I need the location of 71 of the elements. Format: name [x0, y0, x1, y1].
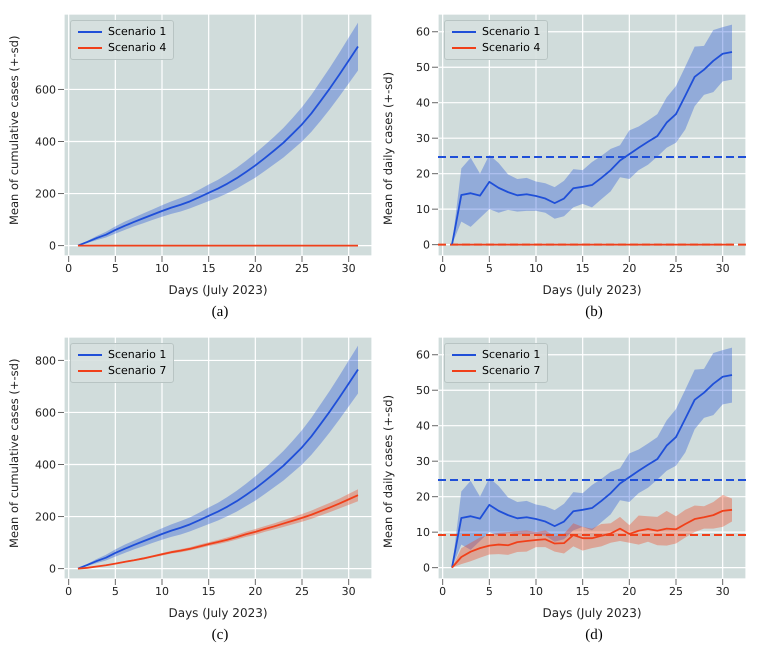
legend-label: Scenario 4	[482, 40, 540, 56]
y-axis-title: Mean of daily cases (+-sd)	[381, 72, 396, 225]
legend-label: Scenario 1	[482, 24, 540, 40]
y-tick-label: 60	[416, 348, 430, 362]
y-tick-label: 0	[49, 562, 56, 576]
legend-label: Scenario 1	[482, 347, 540, 363]
x-axis-title: Days (July 2023)	[542, 606, 642, 620]
y-tick-label: 0	[49, 239, 56, 252]
y-tick-label: 50	[416, 384, 430, 398]
x-tick-label: 25	[669, 584, 683, 598]
y-tick-label: 60	[416, 26, 430, 39]
y-axis-title: Mean of daily cases (+-sd)	[381, 394, 396, 548]
x-tick-label: 25	[295, 584, 309, 598]
text: (a)	[210, 304, 230, 321]
y-tick-label: 30	[416, 132, 430, 146]
y-tick-label: 400	[35, 458, 56, 472]
x-tick-label: 5	[112, 262, 119, 275]
x-tick-label: 5	[486, 262, 493, 275]
x-tick-label: 15	[202, 584, 216, 598]
x-tick-label: 10	[529, 262, 543, 275]
x-tick-label: 25	[669, 262, 683, 275]
y-tick-label: 10	[416, 203, 430, 216]
y-tick-label: 20	[416, 490, 430, 504]
y-tick-label: 10	[416, 526, 430, 540]
x-axis-title: Days (July 2023)	[542, 283, 642, 297]
legend-label: Scenario 1	[108, 347, 166, 363]
y-tick-label: 200	[35, 510, 56, 524]
x-tick-label: 20	[622, 262, 636, 275]
legend-label: Scenario 7	[108, 363, 166, 379]
x-tick-label: 30	[716, 262, 730, 275]
y-axis-title: Mean of cumulative cases (+-sd)	[7, 358, 22, 548]
y-tick-label: 400	[35, 135, 56, 148]
legend-label: Scenario 4	[108, 40, 166, 56]
legend-label: Scenario 7	[482, 363, 540, 379]
x-tick-label: 10	[155, 262, 169, 275]
y-tick-label: 600	[35, 83, 56, 96]
y-axis-title: Mean of cumulative cases (+-sd)	[7, 36, 22, 225]
x-tick-label: 0	[65, 262, 72, 275]
x-axis-title: Days (July 2023)	[168, 606, 268, 620]
x-tick-label: 30	[716, 584, 730, 598]
x-tick-label: 20	[622, 584, 636, 598]
x-axis-title: Days (July 2023)	[168, 283, 268, 297]
text: (c)	[210, 627, 230, 644]
x-tick-label: 30	[342, 584, 356, 598]
y-tick-label: 800	[35, 354, 56, 368]
y-tick-label: 0	[423, 238, 430, 252]
x-tick-label: 5	[486, 584, 493, 598]
legend-label: Scenario 1	[108, 24, 166, 40]
x-tick-label: 20	[248, 584, 262, 598]
y-tick-label: 200	[35, 187, 56, 200]
x-tick-label: 0	[439, 262, 446, 275]
x-tick-label: 5	[112, 584, 119, 598]
y-tick-label: 40	[416, 420, 430, 433]
y-tick-label: 50	[416, 61, 430, 74]
x-tick-label: 15	[576, 262, 590, 275]
y-tick-label: 30	[416, 455, 430, 468]
text: (d)	[584, 627, 604, 644]
x-tick-label: 30	[342, 262, 356, 275]
x-tick-label: 15	[202, 262, 216, 275]
y-tick-label: 0	[423, 562, 430, 575]
x-tick-label: 20	[248, 262, 262, 275]
text: (b)	[584, 304, 604, 321]
x-tick-label: 10	[155, 584, 169, 598]
y-tick-label: 20	[416, 168, 430, 181]
x-tick-label: 0	[439, 584, 446, 598]
x-tick-label: 25	[295, 262, 309, 275]
y-tick-label: 600	[35, 406, 56, 420]
x-tick-label: 15	[576, 584, 590, 598]
y-tick-label: 40	[416, 96, 430, 110]
x-tick-label: 0	[65, 584, 72, 598]
x-tick-label: 10	[529, 584, 543, 598]
